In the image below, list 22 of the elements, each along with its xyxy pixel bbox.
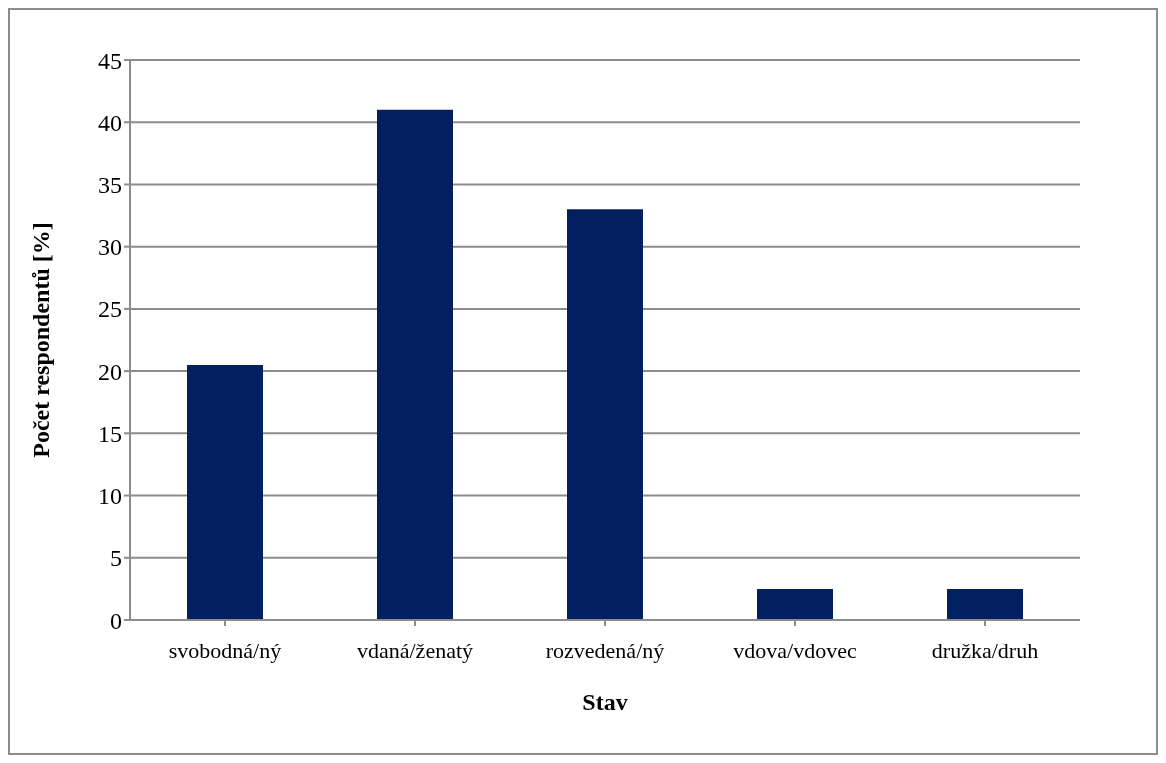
x-tick-label: rozvedená/ný	[545, 637, 665, 663]
x-tick-label: vdova/vdovec	[733, 637, 857, 663]
y-tick-label: 25	[98, 296, 122, 323]
bar	[757, 588, 833, 620]
y-tick-label: 40	[98, 109, 122, 136]
y-tick-label: 0	[110, 607, 122, 634]
bar	[187, 364, 263, 620]
y-tick-label: 15	[98, 420, 122, 447]
y-tick-label: 35	[98, 171, 122, 198]
y-tick-label: 30	[98, 234, 122, 261]
bar	[947, 588, 1023, 620]
x-tick-label: svobodná/ný	[168, 637, 282, 663]
x-axis-title: Stav	[582, 689, 628, 715]
bar	[377, 109, 453, 620]
y-axis-title: Počet respondentů [%]	[27, 222, 54, 458]
y-tick-label: 45	[98, 47, 122, 74]
y-tick-label: 5	[110, 545, 122, 572]
bar	[567, 209, 643, 620]
x-tick-label: vdaná/ženatý	[356, 637, 474, 663]
y-tick-label: 20	[98, 358, 122, 385]
y-tick-label: 10	[98, 483, 122, 510]
x-tick-label: družka/druh	[931, 637, 1039, 663]
